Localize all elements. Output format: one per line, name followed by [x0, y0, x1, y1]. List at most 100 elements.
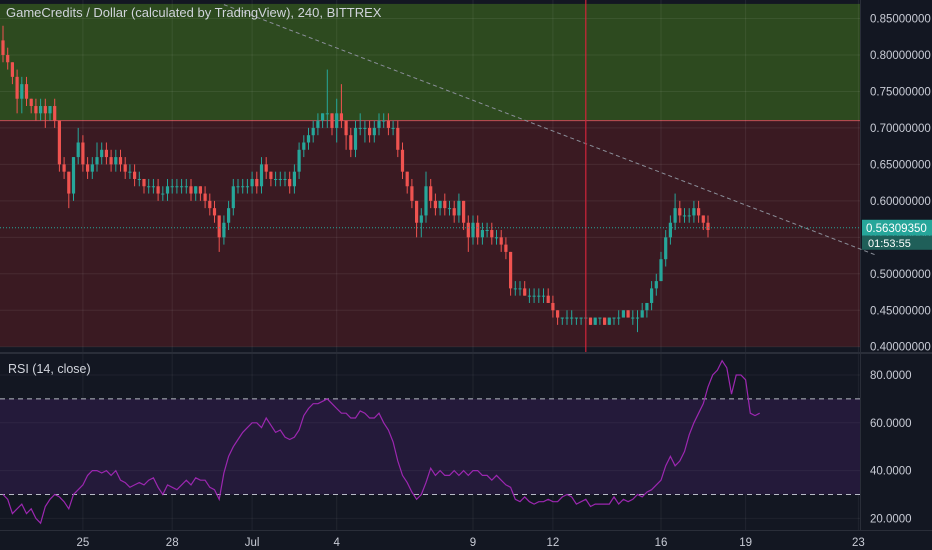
candle-body	[297, 149, 301, 172]
candle-body	[67, 171, 71, 194]
x-tick-label: 23	[852, 537, 865, 549]
candle-body	[499, 237, 503, 245]
candle-body	[353, 127, 358, 150]
current-price-tag	[862, 219, 932, 236]
x-tick-label: Jul	[245, 537, 260, 549]
candle-body	[358, 127, 362, 129]
candle-body	[377, 120, 381, 128]
candle-body	[306, 135, 311, 143]
candle-body	[570, 317, 574, 319]
candle-body	[212, 208, 217, 216]
candle-body	[415, 200, 419, 223]
rsi-line	[2, 359, 760, 525]
zone-upper	[0, 3, 860, 121]
candle-body	[184, 186, 188, 188]
candle-body	[245, 186, 249, 188]
countdown-value: 01:53:55	[868, 238, 911, 250]
candle-body	[452, 208, 456, 216]
candle-body	[560, 317, 564, 319]
candle-body	[339, 113, 343, 121]
candle-body	[438, 200, 442, 209]
candle-body	[123, 164, 127, 172]
candle-body	[86, 164, 90, 172]
candle-body	[603, 317, 607, 325]
x-tick-label: 28	[166, 537, 179, 549]
candle-body	[386, 120, 390, 128]
candle-body	[579, 317, 583, 319]
candle-body	[335, 113, 339, 128]
candle-body	[10, 62, 14, 77]
candle-body	[523, 288, 527, 296]
candle-body	[471, 222, 475, 238]
price-axis-label: 0.60000000	[870, 196, 931, 208]
candle-body	[227, 208, 231, 223]
price-axis-label: 0.65000000	[870, 159, 931, 171]
x-tick-label: 25	[77, 537, 90, 549]
candle-body	[288, 178, 292, 187]
candle-body	[626, 310, 630, 318]
candle-body	[504, 244, 508, 252]
x-tick-label: 9	[470, 537, 476, 549]
candle-body	[349, 135, 353, 150]
candle-body	[419, 215, 423, 223]
candle-body	[466, 222, 470, 238]
candle-body	[34, 106, 38, 114]
candle-body	[617, 317, 621, 319]
candle-body	[259, 164, 264, 187]
price-axis-label: 0.80000000	[870, 50, 931, 62]
candle-body	[15, 76, 19, 99]
candle-body	[363, 127, 367, 129]
candle-body	[222, 222, 226, 238]
candle-body	[433, 200, 437, 209]
candle-body	[574, 317, 578, 319]
candle-body	[612, 317, 616, 319]
zone-lower	[0, 120, 860, 347]
candle-body	[170, 186, 174, 188]
price-axis-label: 0.45000000	[870, 305, 931, 317]
candle-body	[537, 295, 541, 297]
x-tick-label: 4	[333, 537, 340, 549]
candle-body	[180, 186, 184, 188]
candle-body	[137, 178, 141, 180]
candle-body	[203, 193, 207, 201]
candle-body	[546, 295, 550, 303]
candle-body	[283, 178, 287, 180]
candle-body	[687, 215, 691, 217]
x-tick-label: 16	[655, 537, 668, 549]
candle-body	[330, 113, 334, 128]
price-axis-label: 0.40000000	[870, 342, 931, 354]
candle-body	[494, 237, 499, 239]
candle-body	[175, 186, 179, 188]
candle-body	[344, 120, 348, 136]
candle-body	[128, 171, 132, 173]
candle-body	[457, 200, 461, 216]
candle-body	[321, 113, 325, 121]
countdown-tag	[862, 235, 932, 250]
candle-body	[198, 186, 202, 194]
candle-body	[621, 310, 625, 318]
rsi-axis-label: 60.0000	[870, 418, 912, 430]
candle-body	[424, 186, 428, 216]
candle-body	[631, 317, 635, 319]
candle-body	[697, 208, 701, 216]
candle-body	[24, 84, 29, 99]
candle-body	[118, 157, 123, 165]
candle-body	[95, 157, 99, 165]
candle-body	[231, 186, 235, 209]
candle-body	[90, 164, 94, 172]
candle-body	[217, 215, 221, 238]
trendline	[223, 4, 878, 257]
candle-body	[682, 215, 687, 217]
candle-body	[194, 186, 198, 194]
candle-body	[565, 317, 569, 319]
candle-body	[100, 149, 104, 158]
rsi-axis-label: 20.0000	[870, 513, 912, 525]
candle-body	[706, 222, 710, 231]
candle-body	[692, 208, 696, 216]
candle-body	[391, 127, 395, 129]
candle-body	[292, 171, 296, 187]
candle-body	[311, 127, 315, 136]
candle-body	[76, 142, 80, 158]
candle-body	[264, 164, 268, 172]
